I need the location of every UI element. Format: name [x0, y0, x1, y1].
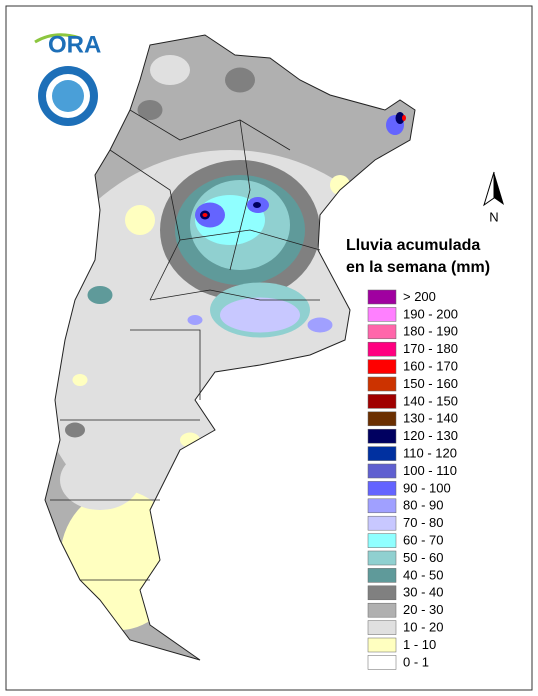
legend-label: 60 - 70	[403, 533, 443, 548]
legend-label: 20 - 30	[403, 602, 443, 617]
province-borders	[50, 109, 321, 581]
north-arrow: N	[483, 171, 504, 224]
rain-zone	[402, 115, 406, 121]
legend-label: 40 - 50	[403, 567, 443, 582]
legend-label: 50 - 60	[403, 550, 443, 565]
rain-zone	[220, 297, 300, 333]
rain-zone	[125, 205, 155, 235]
legend-swatch	[367, 533, 397, 548]
legend-swatch	[367, 637, 397, 653]
legend-swatch	[367, 428, 397, 444]
rain-zone	[72, 374, 88, 386]
legend-label: 180 - 190	[403, 324, 458, 339]
legend: > 200 190 - 200 180 - 190 170 - 180 160 - 17…	[367, 289, 458, 670]
legend-label: 130 - 140	[403, 411, 458, 426]
legend-swatch	[367, 463, 397, 479]
legend-swatch	[367, 289, 397, 305]
rain-zone	[60, 450, 140, 510]
legend-title: Lluvia acumulada	[346, 237, 480, 254]
rain-zone	[395, 112, 405, 124]
rain-zone	[202, 213, 208, 217]
legend-label: 110 - 120	[403, 446, 457, 461]
legend-label: 30 - 40	[403, 585, 443, 600]
legend-label: 80 - 90	[403, 498, 443, 513]
legend-swatch	[367, 585, 397, 601]
legend-label: 150 - 160	[403, 376, 458, 391]
rain-zone	[225, 67, 255, 93]
logo-text: ORA	[48, 31, 101, 58]
legend-label: 10 - 20	[403, 620, 443, 635]
legend-label: 100 - 110	[403, 463, 457, 478]
legend-swatch	[367, 307, 397, 322]
legend-label: 120 - 130	[403, 428, 458, 443]
rain-zone	[137, 100, 163, 120]
legend-swatch	[367, 515, 397, 531]
north-label: N	[489, 209, 498, 224]
legend-swatch	[367, 324, 397, 340]
legend-label: 70 - 80	[403, 515, 443, 530]
rain-zone	[65, 422, 85, 438]
legend-swatch	[367, 394, 397, 409]
legend-title: en la semana (mm)	[346, 259, 490, 276]
legend-swatch	[367, 376, 397, 392]
rain-zone	[253, 202, 261, 208]
rain-zone	[187, 315, 203, 325]
legend-swatch	[367, 550, 397, 566]
legend-swatch	[367, 568, 397, 583]
legend-label: > 200	[403, 289, 436, 304]
legend-swatch	[367, 341, 397, 357]
legend-swatch	[367, 655, 397, 670]
legend-label: 190 - 200	[403, 306, 458, 321]
legend-swatch	[367, 411, 397, 427]
legend-swatch	[367, 446, 397, 461]
legend-label: 1 - 10	[403, 637, 436, 652]
legend-swatch	[367, 602, 397, 618]
rain-zone	[87, 286, 113, 304]
rain-zone	[150, 55, 190, 85]
legend-swatch	[367, 620, 397, 635]
legend-label: 0 - 1	[403, 654, 429, 669]
legend-swatch	[367, 498, 397, 514]
logo: ORA	[34, 31, 101, 126]
legend-label: 160 - 170	[403, 359, 458, 374]
rain-zone	[307, 317, 333, 333]
legend-label: 170 - 180	[403, 341, 458, 356]
legend-swatch	[367, 481, 397, 496]
legend-label: 90 - 100	[403, 480, 451, 495]
legend-swatch	[367, 359, 397, 374]
legend-label: 140 - 150	[403, 393, 458, 408]
